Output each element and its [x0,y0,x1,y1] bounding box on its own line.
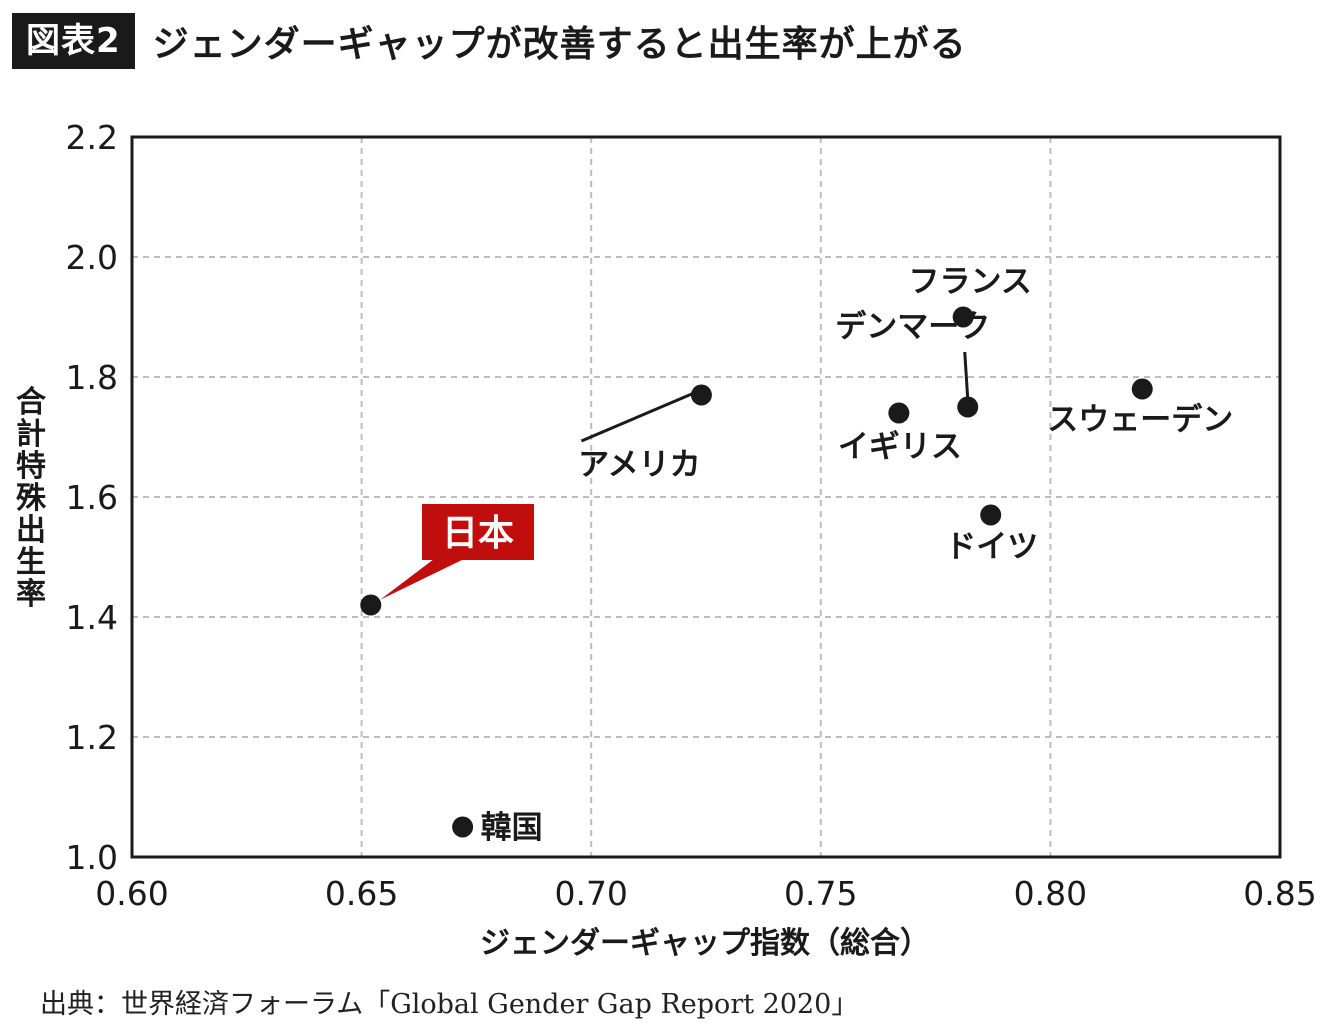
x-axis-label: ジェンダーギャップ指数（総合） [480,926,930,961]
y-axis-label-char: 率 [16,577,46,612]
data-point [452,816,474,838]
callout-box [422,504,534,560]
data-point [1131,378,1153,400]
data-label: アメリカ [578,447,700,483]
y-tick-label: 2.2 [66,118,118,157]
y-axis-label-char: 出 [16,513,46,548]
x-tick-label: 0.80 [1014,874,1087,913]
x-axis-ticks: 0.60 0.65 0.70 0.75 0.80 0.85 [95,874,1316,913]
data-point [690,384,712,406]
data-label: デンマーク [835,309,990,345]
data-point [888,402,910,424]
scatter-chart: 0.60 0.65 0.70 0.75 0.80 0.85 1.0 1.2 1.4 1.6 1.8… [16,118,1317,961]
y-tick-label: 1.8 [66,358,118,397]
x-tick-label: 0.70 [554,874,627,913]
leader-line [963,351,970,400]
header: 図表2 ジェンダーギャップが改善すると出生率が上がる [12,12,967,70]
plot-frame [130,135,1282,859]
callout-pointer [379,559,464,600]
y-axis-ticks: 1.0 1.2 1.4 1.6 1.8 2.0 2.2 [66,118,118,877]
data-label: フランス [908,264,1031,300]
x-tick-label: 0.85 [1243,874,1316,913]
x-tick-label: 0.75 [784,874,857,913]
leader-line [580,390,697,443]
leader-lines [580,351,970,443]
data-label: 韓国 [481,810,543,846]
y-tick-label: 2.0 [66,238,118,277]
data-label: イギリス [838,429,962,465]
data-label: スウェーデン [1047,402,1233,438]
data-label: 日本 [442,513,514,554]
grid-lines [132,137,1280,857]
chart-title: ジェンダーギャップが改善すると出生率が上がる [152,24,967,65]
x-tick-label: 0.65 [325,874,398,913]
data-point [980,504,1002,526]
y-tick-label: 1.0 [66,838,118,877]
y-tick-label: 1.6 [66,478,118,517]
data-point [957,396,979,418]
data-point [360,594,382,616]
y-axis-label-char: 合 [16,385,46,420]
data-label: ドイツ [945,529,1038,565]
y-axis-label-char: 特 [16,449,46,484]
data-point [952,306,974,328]
y-axis-label-char: 殊 [16,481,47,516]
y-tick-label: 1.4 [66,598,118,637]
x-tick-label: 0.60 [95,874,168,913]
figure-badge: 図表2 [12,13,135,69]
y-axis-label-char: 計 [16,417,46,452]
source-note: 出典：世界経済フォーラム「Global Gender Gap Report 20… [40,989,859,1020]
data-points [360,306,1153,838]
y-axis-label-char: 生 [16,545,46,580]
y-tick-label: 1.2 [66,718,118,757]
